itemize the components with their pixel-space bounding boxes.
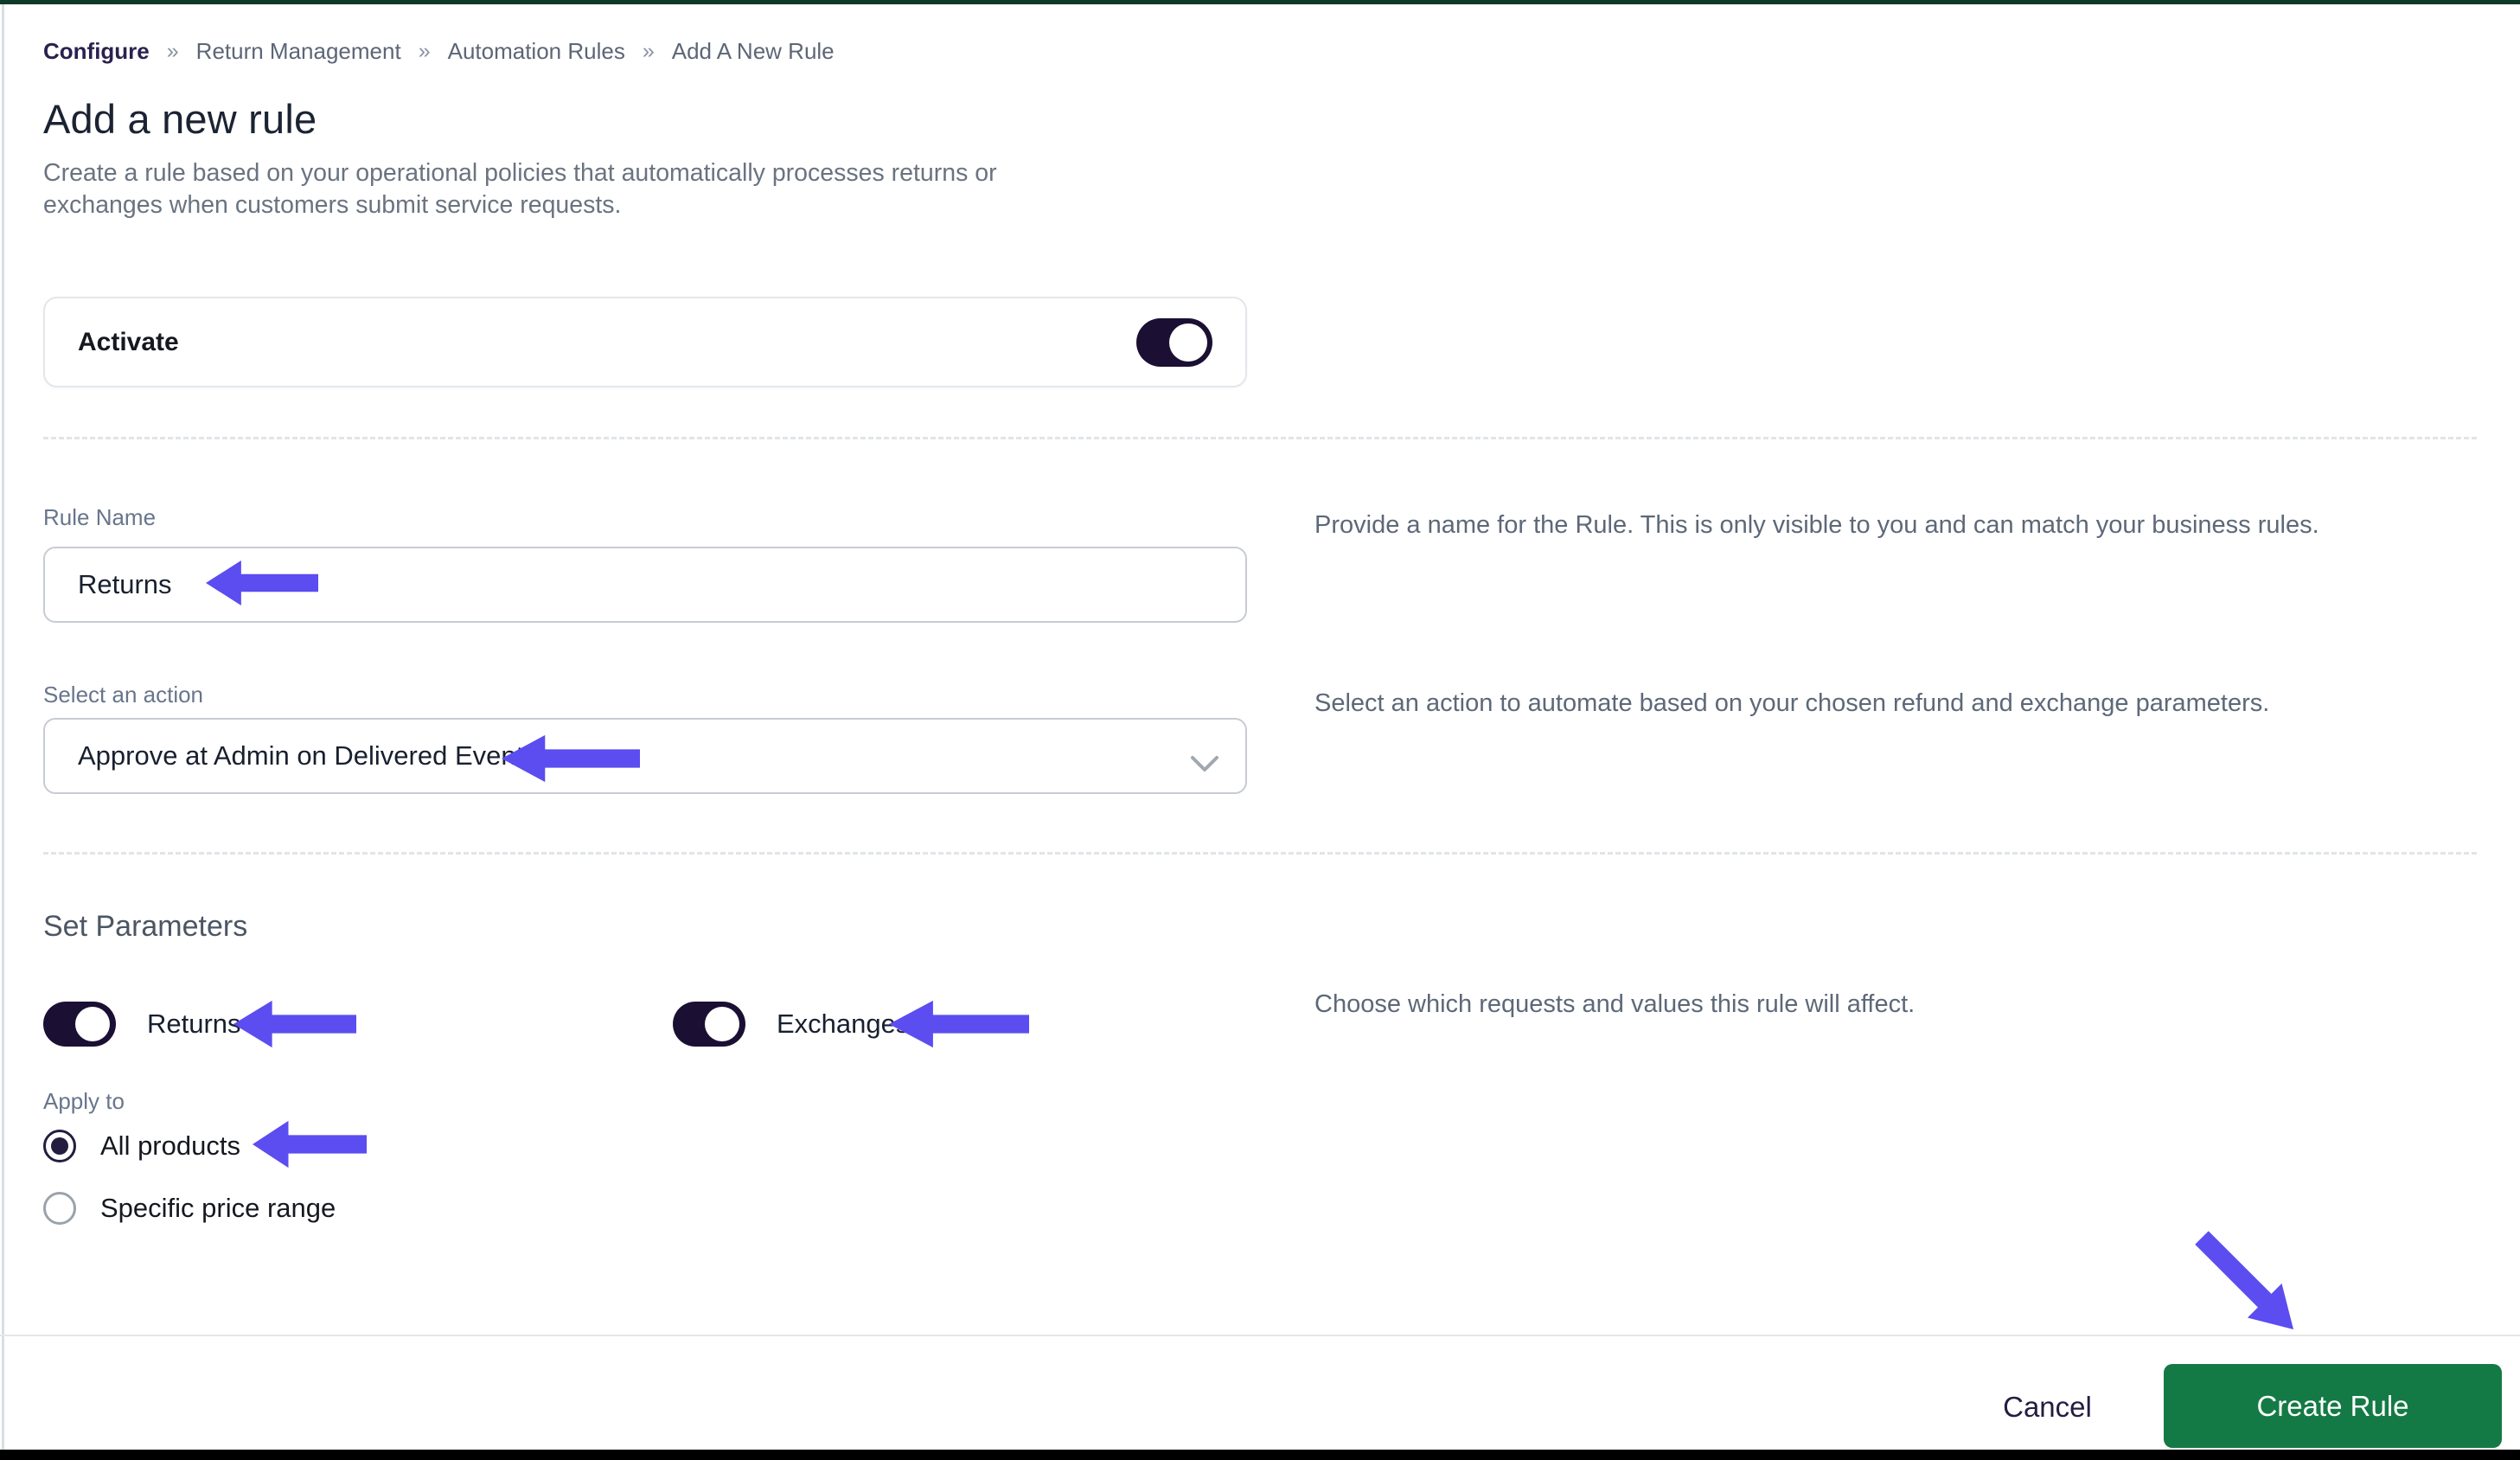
breadcrumb-configure[interactable]: Configure <box>43 38 150 64</box>
returns-toggle-group: Returns <box>43 1002 241 1047</box>
returns-toggle[interactable] <box>43 1002 116 1047</box>
exchanges-toggle[interactable] <box>673 1002 745 1047</box>
breadcrumb-return-management[interactable]: Return Management <box>195 38 401 64</box>
activate-card: Activate <box>43 297 1247 387</box>
cancel-button[interactable]: Cancel <box>1963 1381 2132 1433</box>
radio-all-products[interactable]: All products <box>43 1130 240 1162</box>
footer-divider <box>0 1335 2520 1336</box>
activate-toggle[interactable] <box>1136 317 1212 367</box>
breadcrumb-separator-icon: » <box>166 39 179 63</box>
section-divider <box>43 437 2477 439</box>
action-helper-text: Select an action to automate based on yo… <box>1314 689 2270 717</box>
rule-name-helper-text: Provide a name for the Rule. This is onl… <box>1314 511 2319 539</box>
returns-toggle-label: Returns <box>147 1009 241 1039</box>
annotation-arrow-returns <box>233 997 356 1051</box>
exchanges-toggle-knob <box>705 1007 739 1041</box>
section-divider <box>43 852 2477 855</box>
chevron-down-icon <box>1190 749 1219 780</box>
breadcrumb-separator-icon: » <box>418 39 431 63</box>
action-label: Select an action <box>43 682 204 708</box>
action-selected-value: Approve at Admin on Delivered Event <box>78 740 524 771</box>
rule-name-input[interactable]: Returns <box>43 547 1247 623</box>
breadcrumb-add-a-new-rule: Add A New Rule <box>671 38 835 64</box>
radio-specific-price-range[interactable]: Specific price range <box>43 1192 336 1225</box>
rule-name-label: Rule Name <box>43 504 157 530</box>
radio-specific-price-range-label: Specific price range <box>100 1193 336 1223</box>
bottom-edge-strip <box>0 1450 2520 1460</box>
breadcrumb-automation-rules[interactable]: Automation Rules <box>447 38 625 64</box>
top-brand-strip <box>0 0 2520 4</box>
rule-name-value: Returns <box>78 569 172 599</box>
apply-to-label: Apply to <box>43 1088 125 1114</box>
annotation-arrow-create-rule <box>2182 1218 2312 1348</box>
action-select[interactable]: Approve at Admin on Delivered Event <box>43 718 1247 794</box>
radio-unselected-icon <box>43 1192 76 1225</box>
breadcrumb-separator-icon: » <box>642 39 655 63</box>
parameters-helper-text: Choose which requests and values this ru… <box>1314 990 1916 1018</box>
exchanges-toggle-label: Exchanges <box>777 1009 910 1039</box>
page-title: Add a new rule <box>43 96 317 142</box>
create-rule-button[interactable]: Create Rule <box>2164 1364 2502 1448</box>
activate-toggle-knob <box>1169 323 1207 362</box>
radio-selected-icon <box>43 1130 76 1162</box>
panel-left-border <box>2 4 4 1450</box>
set-parameters-heading: Set Parameters <box>43 910 248 943</box>
radio-all-products-label: All products <box>100 1130 240 1161</box>
breadcrumb: Configure » Return Management » Automati… <box>43 38 835 65</box>
returns-toggle-knob <box>75 1007 110 1041</box>
annotation-arrow-all-products <box>253 1117 367 1171</box>
activate-label: Activate <box>78 327 179 356</box>
exchanges-toggle-group: Exchanges <box>673 1002 909 1047</box>
page-description: Create a rule based on your operational … <box>43 159 997 219</box>
annotation-arrow-exchanges <box>889 997 1029 1051</box>
